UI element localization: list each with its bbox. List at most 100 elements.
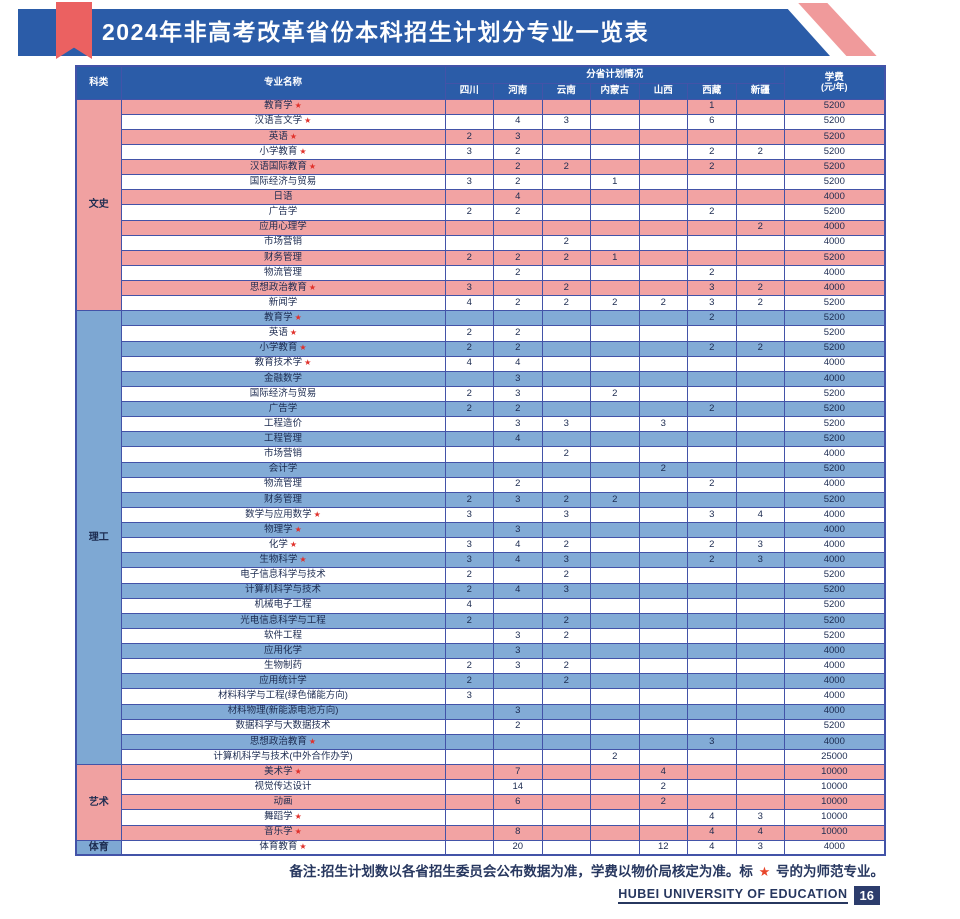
plan-count-cell-河南	[493, 748, 543, 766]
plan-count-cell-西藏	[687, 446, 737, 463]
plan-count-cell-新疆	[735, 688, 786, 705]
plan-count-cell-河南: 7	[493, 763, 543, 781]
table-row: 体育 体育教育 ★ 20 12 4 3 4000	[75, 839, 886, 856]
major-name: 物流管理	[263, 478, 302, 490]
table-row: 广告学 2 2 2 5200	[76, 204, 886, 221]
plan-count-cell-四川: 2	[444, 325, 494, 342]
plan-count-cell-云南	[541, 597, 591, 614]
table-row: 化学 ★ 3 4 2 2 3 4000	[76, 537, 886, 554]
major-name-cell: 广告学	[120, 400, 446, 418]
major-name: 新闻学	[268, 296, 298, 308]
tuition-cell: 5200	[784, 325, 886, 342]
plan-count-cell-西藏	[687, 189, 737, 206]
plan-count-cell-内蒙古	[590, 824, 640, 841]
plan-count-cell-河南: 3	[493, 128, 543, 145]
plan-count-cell-河南	[493, 809, 543, 826]
plan-count-cell-西藏	[687, 567, 737, 584]
major-name: 教育学	[264, 312, 293, 324]
normal-major-star-icon: ★	[313, 509, 321, 519]
major-name: 金融数学	[263, 372, 302, 384]
major-name-cell: 视觉传达设计	[120, 779, 446, 796]
plan-count-cell-河南: 8	[493, 824, 543, 841]
plan-count-cell-河南: 3	[493, 627, 543, 645]
page-number: 16	[853, 886, 880, 905]
plan-count-cell-河南	[493, 612, 543, 629]
major-name: 教育技术学	[254, 357, 303, 369]
tuition-cell: 4000	[784, 552, 886, 569]
major-name: 工程管理	[263, 433, 302, 445]
tuition-cell: 4000	[784, 521, 886, 539]
table-row: 数学与应用数学 ★ 3 3 3 4 4000	[76, 506, 886, 524]
plan-count-cell-内蒙古	[590, 582, 640, 599]
plan-count-cell-四川: 3	[444, 174, 494, 191]
plan-count-cell-西藏: 2	[687, 143, 737, 161]
plan-count-cell-云南	[541, 385, 591, 403]
table-row: 物流管理 2 2 4000	[76, 476, 886, 493]
table-row: 应用心理学 2 4000	[76, 219, 886, 236]
major-name: 思想政治教育	[249, 281, 307, 293]
table-row: 金融数学 3 4000	[76, 370, 886, 387]
page-title: 2024年非高考改革省份本科招生计划分专业一览表	[102, 19, 650, 45]
tuition-cell: 5200	[784, 310, 886, 327]
plan-count-cell-新疆	[735, 310, 786, 327]
plan-count-cell-河南: 2	[493, 295, 543, 312]
major-name-cell: 生物制药	[120, 658, 446, 675]
plan-count-cell-云南: 2	[541, 567, 591, 584]
table-row: 国际经济与贸易 2 3 2 5200	[76, 385, 886, 403]
plan-count-cell-西藏	[687, 763, 737, 781]
plan-count-cell-四川: 4	[444, 355, 494, 372]
col-header-province-新疆: 新疆	[735, 82, 786, 100]
major-name: 日语	[273, 191, 293, 203]
plan-count-cell-新疆	[735, 325, 786, 342]
plan-count-cell-河南: 3	[493, 370, 543, 387]
plan-count-cell-西藏: 4	[687, 809, 737, 826]
major-name-cell: 计算机科学与技术	[120, 582, 446, 599]
plan-count-cell-四川: 3	[444, 688, 494, 705]
plan-count-cell-云南: 2	[541, 295, 591, 312]
plan-count-cell-内蒙古	[590, 658, 640, 675]
plan-count-cell-四川	[444, 703, 494, 720]
major-name-cell: 国际经济与贸易	[120, 385, 446, 403]
table-row: 软件工程 3 2 5200	[76, 627, 886, 645]
plan-count-cell-四川	[444, 431, 494, 448]
plan-count-cell-新疆	[735, 612, 786, 629]
table-row: 理工 教育学 ★ 2 5200	[75, 310, 886, 765]
plan-count-cell-内蒙古	[590, 446, 640, 463]
tuition-cell: 5200	[784, 158, 886, 176]
tuition-cell: 4000	[784, 688, 886, 705]
plan-count-cell-西藏: 2	[687, 204, 737, 221]
major-name: 国际经济与贸易	[249, 175, 317, 187]
plan-count-cell-云南: 2	[541, 158, 591, 176]
major-name-cell: 音乐学 ★	[120, 824, 446, 841]
major-name: 财务管理	[263, 493, 302, 505]
plan-count-cell-河南	[493, 567, 543, 584]
plan-count-cell-新疆	[735, 627, 786, 645]
major-name: 材料科学与工程(绿色储能方向)	[218, 690, 348, 702]
major-name-cell: 光电信息科学与工程	[120, 612, 446, 629]
plan-count-cell-西藏: 2	[687, 264, 737, 282]
table-row: 财务管理 2 3 2 2 5200	[76, 491, 886, 508]
major-name-cell: 物流管理	[120, 264, 446, 282]
plan-count-cell-新疆	[735, 113, 786, 130]
plan-count-cell-内蒙古	[590, 158, 640, 176]
plan-count-cell-四川	[444, 158, 494, 176]
plan-count-cell-内蒙古	[590, 521, 640, 539]
plan-count-cell-云南	[541, 325, 591, 342]
plan-count-cell-内蒙古	[590, 431, 640, 448]
table-row: 汉语言文学 ★ 4 3 6 5200	[76, 113, 886, 130]
plan-count-cell-河南	[493, 234, 543, 251]
major-name-cell: 软件工程	[120, 627, 446, 645]
plan-count-cell-新疆	[735, 794, 786, 811]
major-name: 生物科学	[259, 554, 298, 566]
major-name-cell: 英语 ★	[120, 128, 446, 145]
plan-count-cell-山西	[638, 597, 688, 614]
plan-count-cell-山西: 4	[638, 763, 688, 781]
tuition-cell: 5200	[784, 718, 886, 735]
plan-count-cell-山西	[638, 658, 688, 675]
plan-count-cell-内蒙古	[590, 370, 640, 387]
tuition-cell: 4000	[784, 189, 886, 206]
plan-count-cell-西藏	[687, 521, 737, 539]
table-row: 光电信息科学与工程 2 2 5200	[76, 612, 886, 629]
major-name: 思想政治教育	[249, 735, 307, 747]
